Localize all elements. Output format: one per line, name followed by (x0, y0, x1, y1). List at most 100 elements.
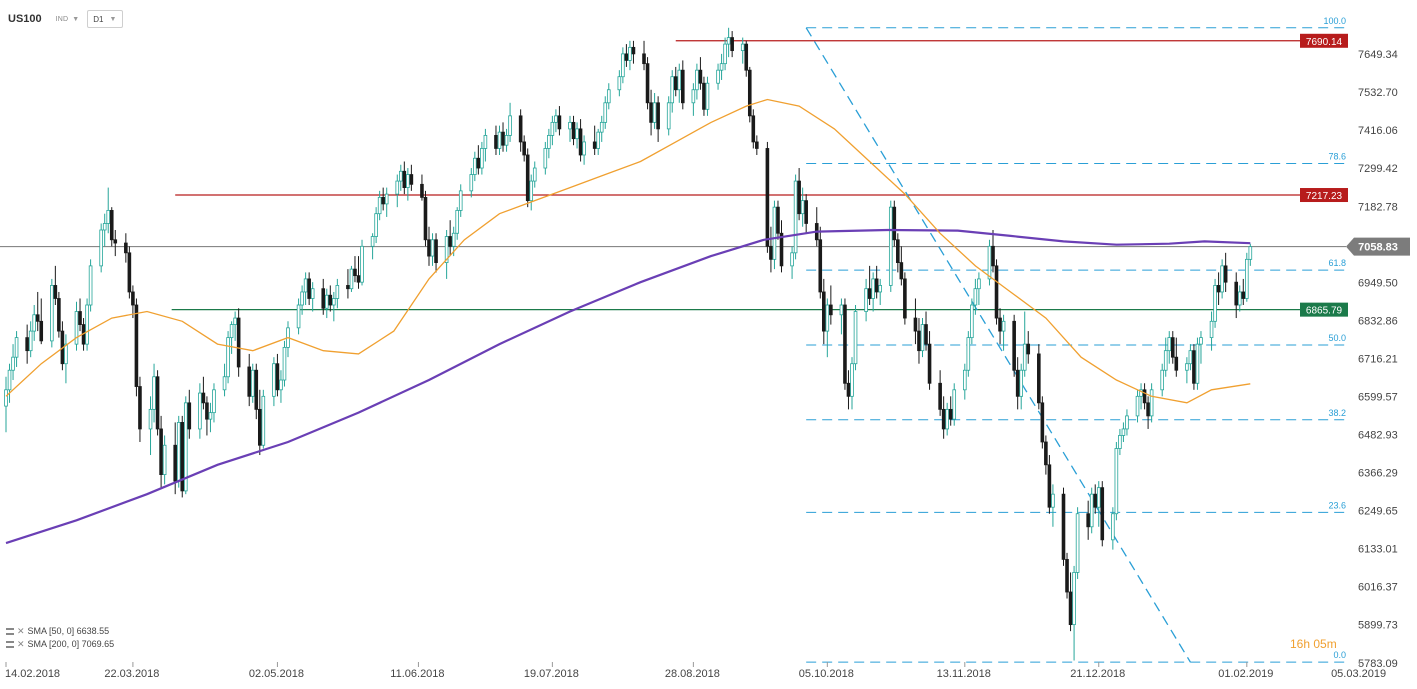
candle-body (1100, 487, 1105, 541)
support-tag[interactable] (1300, 302, 1348, 317)
candle-body (57, 298, 61, 332)
candle-body (272, 363, 276, 397)
candle-body (198, 392, 202, 430)
candle-body (744, 43, 749, 71)
candle-body (296, 304, 301, 329)
y-tick-label: 7299.42 (1358, 163, 1398, 175)
candle-body (254, 369, 259, 410)
candle-body (257, 408, 262, 446)
candle-body (991, 245, 995, 267)
candle-body (987, 245, 992, 280)
candle-body (790, 252, 794, 267)
candle-body (501, 131, 505, 146)
candle-body (1114, 448, 1119, 515)
candle-body (723, 43, 727, 65)
candle-body (1040, 402, 1045, 443)
candle-body (874, 278, 879, 293)
indicator-sma200[interactable]: ✕ SMA [200, 0] 7069.65 (6, 638, 114, 651)
candle-body (1195, 343, 1200, 384)
candle-body (751, 115, 756, 143)
candle-body (1065, 558, 1069, 593)
candle-body (698, 69, 703, 84)
candle-body (508, 115, 512, 136)
candle-body (109, 210, 114, 241)
y-tick-label: 5899.73 (1358, 620, 1398, 632)
y-tick-label: 6832.86 (1358, 315, 1398, 327)
candle-body (1192, 350, 1196, 384)
candle-body (187, 402, 192, 430)
candle-body (642, 53, 646, 65)
candle-body (599, 121, 604, 133)
candle-body (776, 206, 780, 234)
y-tick-label: 7182.78 (1358, 201, 1398, 213)
candle-body (998, 317, 1002, 332)
candle-body (1163, 350, 1168, 371)
candle-body (1001, 320, 1006, 332)
candle-body (1160, 369, 1165, 391)
horizontal-levels (0, 40, 1348, 311)
candle-body (772, 206, 777, 260)
y-tick-label: 7532.70 (1358, 87, 1398, 99)
settings-icon[interactable] (6, 628, 14, 635)
candle-body (1223, 265, 1228, 283)
candle-body (356, 275, 361, 283)
last-price-badge[interactable] (1346, 237, 1410, 256)
candle-body (850, 363, 854, 397)
candle-body (1209, 320, 1214, 339)
sma200-line[interactable] (5, 228, 1251, 545)
candle-body (1220, 265, 1224, 293)
candle-body (1111, 513, 1115, 541)
candle-body (917, 330, 921, 352)
candle-body (353, 268, 357, 277)
candle-body (124, 242, 128, 254)
candle-body (469, 174, 474, 192)
candle-body (970, 304, 974, 339)
candle-body (1118, 435, 1122, 449)
candle-body (963, 369, 967, 391)
candle-body (4, 389, 8, 407)
candle-body (480, 148, 484, 169)
candle-body (300, 291, 304, 306)
candle-body (888, 206, 893, 286)
candle-body (899, 262, 904, 280)
settings-icon[interactable] (6, 641, 14, 648)
candle-body (162, 444, 167, 475)
candle-body (85, 304, 89, 345)
instrument-header: US100 IND ▼ D1 ▼ (8, 9, 124, 29)
x-tick-label: 05.03.2019 (1331, 668, 1386, 680)
candle-body (747, 69, 752, 117)
timeframe-select[interactable]: D1 ▼ (87, 10, 124, 28)
resistance-tag[interactable] (1300, 33, 1348, 48)
candle-body (14, 337, 19, 358)
candle-body (279, 379, 283, 391)
candle-body (1093, 493, 1098, 508)
candle-body (148, 408, 153, 430)
candle-body (1149, 389, 1154, 417)
close-icon[interactable]: ✕ (17, 626, 25, 636)
fib-trend-line[interactable] (805, 27, 1191, 663)
fib-level-label: 38.2 (1328, 408, 1346, 418)
indicator-legend: ✕ SMA [50, 0] 6638.55 ✕ SMA [200, 0] 706… (6, 625, 114, 651)
chevron-down-icon[interactable]: ▼ (72, 15, 80, 23)
candle-body (571, 121, 576, 140)
candle-body (328, 294, 333, 306)
support-tag-label: 6865.79 (1306, 306, 1343, 317)
fibonacci-retracement: 100.0 78.6 61.8 50.0 38.2 23.6 0.0 (805, 16, 1348, 663)
candle-body (543, 148, 548, 169)
close-icon[interactable]: ✕ (17, 639, 25, 649)
candle-body (1170, 337, 1175, 358)
candle-body (825, 304, 830, 332)
candle-body (892, 206, 897, 241)
indicator-sma50[interactable]: ✕ SMA [50, 0] 6638.55 (6, 625, 114, 638)
resistance-tag[interactable] (1300, 188, 1348, 203)
sma50-line[interactable] (5, 98, 1251, 404)
candle-body (624, 53, 629, 61)
candle-body (402, 170, 407, 188)
symbol-name[interactable]: US100 (8, 13, 42, 25)
candle-body (310, 288, 315, 299)
candle-body (843, 304, 847, 384)
candle-body (448, 236, 452, 247)
candle-body (131, 291, 135, 306)
fib-level-label: 50.0 (1328, 333, 1346, 343)
